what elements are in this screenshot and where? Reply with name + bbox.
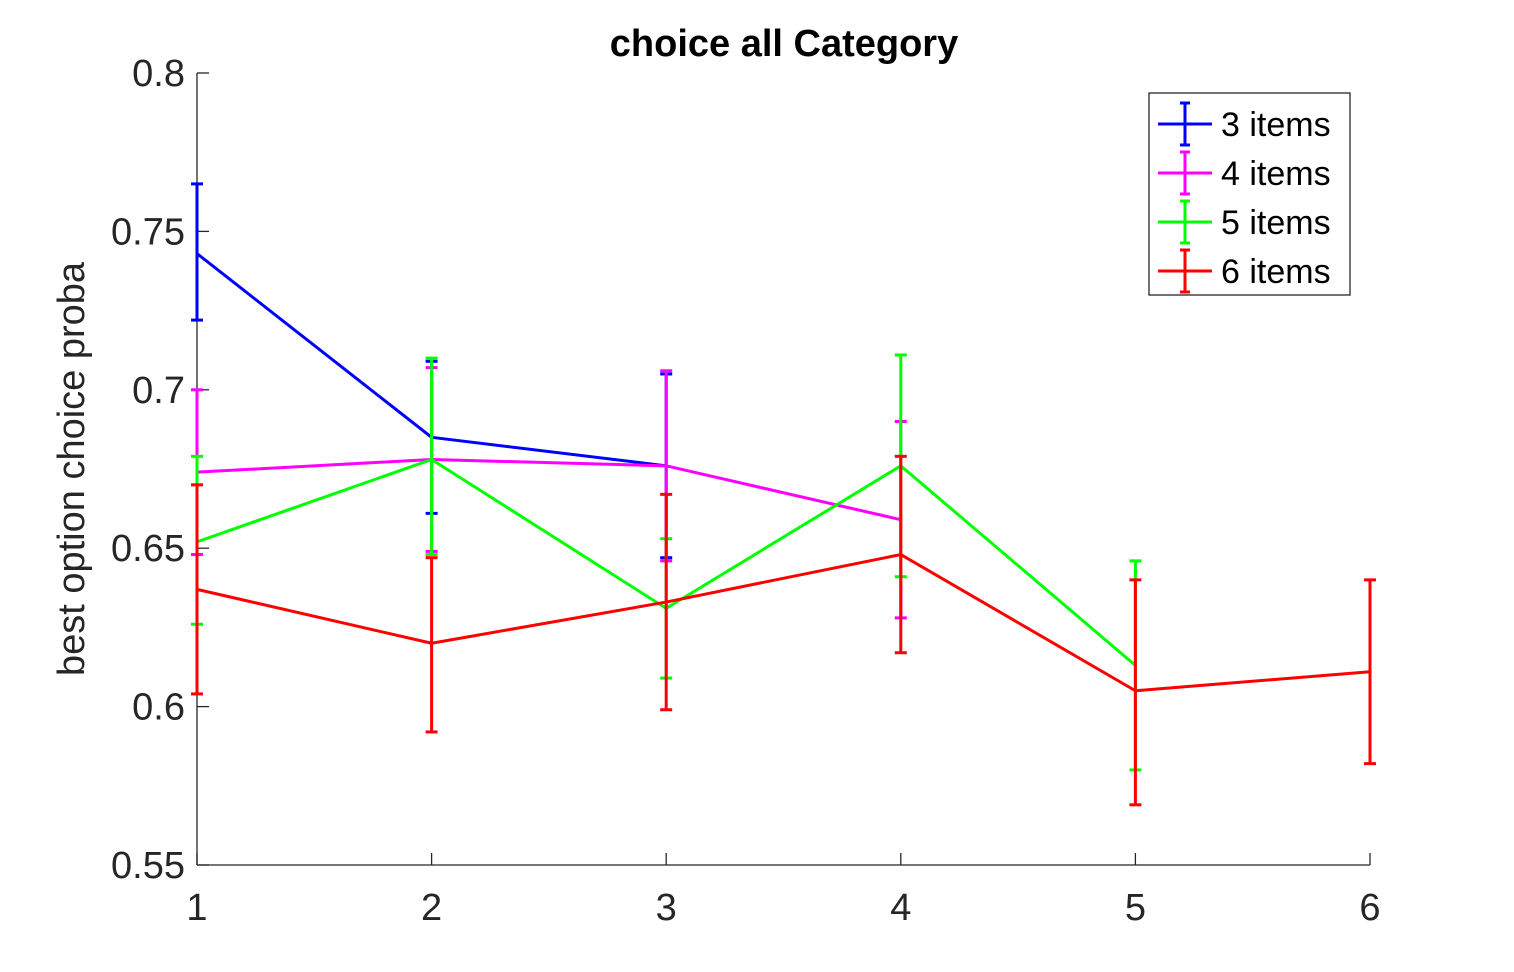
series-line [196,553,1371,693]
legend-entry-label: 6 items [1221,253,1331,291]
y-tick-label: 0.55 [111,845,185,887]
x-tick-label: 1 [186,887,207,929]
y-tick-label: 0.65 [111,528,185,570]
data-point [664,600,668,604]
y-tick-label: 0.7 [132,370,185,412]
x-tick-label: 5 [1125,887,1146,929]
y-tick-label: 0.6 [132,687,185,729]
data-point [1133,689,1137,693]
series-layer [191,182,1376,807]
x-tick-label: 2 [421,887,442,929]
data-point [195,587,199,591]
legend: 3 items 4 items 5 items 6 items [1148,92,1351,296]
data-point [430,641,434,645]
y-tick-label: 0.8 [132,53,185,95]
x-tick-label: 3 [656,887,677,929]
y-tick-label: 0.75 [111,211,185,253]
x-tick-label: 6 [1359,887,1380,929]
x-tick-label: 4 [890,887,911,929]
data-point [1368,670,1372,674]
data-point [899,553,903,557]
data-point [195,252,199,256]
series-line [196,457,902,522]
chart-title: choice all Category [610,23,958,65]
y-axis-title: best option choice proba [51,261,93,676]
legend-entry-label: 3 items [1221,106,1331,144]
data-point [664,464,668,468]
legend-entry-label: 4 items [1221,155,1331,193]
data-point [430,457,434,461]
axes: 1 2 3 4 5 6 0.55 0.6 0.65 0.7 0.75 0.8 [111,53,1381,929]
series-4 [191,454,1376,807]
legend-entry-label: 5 items [1221,204,1331,242]
